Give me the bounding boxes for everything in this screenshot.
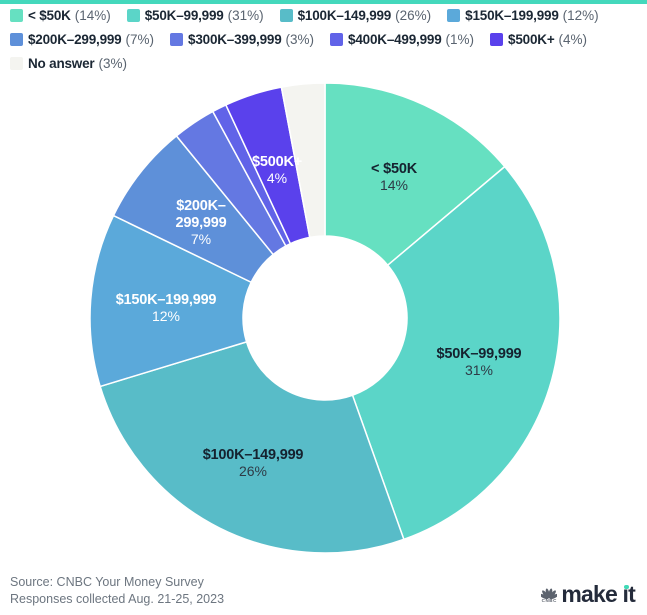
legend-pct-4: (7%) [125,31,155,47]
source-line-2: Responses collected Aug. 21-25, 2023 [10,592,225,606]
top-accent-bar [0,0,647,4]
legend-swatch-5 [170,32,184,46]
slice-label-3-line-0: $150K–199,999 [116,292,217,308]
slice-label-1-line-0: $50K–99,999 [437,346,522,362]
slice-pct-2: 26% [239,463,267,479]
legend-swatch-1 [126,8,140,22]
legend-pct-7: (4%) [558,31,588,47]
legend-pct-5: (3%) [285,31,315,47]
slice-pct-3: 12% [152,308,180,324]
chart-legend: < $50K (14%) $50K–99,999 (31%) $100K–149,999… [10,3,643,75]
legend-row-2: $200K–299,999 (7%) $300K–399,999 (3%) $400K–… [10,27,643,51]
slice-pct-7: 4% [267,170,287,186]
legend-pct-0: (14%) [74,7,111,23]
legend-item-7: $500K+ (4%) [490,32,587,47]
legend-label-3: $150K–199,999 [465,7,559,23]
donut-slice-8 [280,82,326,239]
slice-pct-0: 14% [380,177,408,193]
wordmark-suffix: ıt [622,581,636,607]
wordmark-prefix: make [561,581,617,607]
wordmark-dot [624,584,629,589]
legend-swatch-6 [330,32,344,46]
legend-label-5: $300K–399,999 [188,31,282,47]
donut-slice-0 [324,82,506,266]
legend-swatch-4 [10,32,23,46]
slice-label-0-line-0: < $50K [371,161,418,177]
legend-label-7: $500K+ [508,31,555,47]
nbc-peacock-icon: CNBC [541,587,558,607]
source-line-1: Source: CNBC Your Money Survey [10,575,204,589]
slice-label-4-line-0: $200K– [176,198,226,214]
peacock-glyph [541,587,558,599]
network-label: CNBC [541,597,558,603]
slice-label-7-line-0: $500K+ [252,154,302,170]
legend-label-8: No answer [28,55,95,71]
legend-label-1: $50K–99,999 [144,7,224,23]
legend-pct-1: (31%) [227,7,264,23]
legend-item-1: $50K–99,999 (31%) [126,7,264,23]
legend-swatch-8 [10,56,23,70]
legend-item-5: $300K–399,999 (3%) [170,32,314,47]
legend-row-3: No answer (3%) [10,51,643,75]
legend-pct-6: (1%) [445,31,475,47]
legend-item-4: $200K–299,999 (7%) [10,32,154,47]
legend-swatch-7 [490,32,504,46]
legend-item-0: < $50K (14%) [10,8,111,23]
slice-pct-4: 7% [191,231,211,247]
legend-row-1: < $50K (14%) $50K–99,999 (31%) $100K–149,999… [10,3,643,27]
legend-pct-8: (3%) [98,55,127,71]
cnbc-make-it-logo: CNBC make ıt [541,581,636,607]
donut-slice-1 [351,165,561,541]
legend-swatch-2 [279,8,293,22]
slice-label-2-line-0: $100K–149,999 [203,447,304,463]
legend-pct-2: (26%) [395,7,432,23]
legend-item-3: $150K–199,999 (12%) [447,8,599,23]
legend-label-0: < $50K [28,7,71,23]
legend-label-4: $200K–299,999 [28,31,122,47]
slice-label-4-line-1: 299,999 [175,215,226,231]
legend-item-8: No answer (3%) [10,56,127,71]
legend-label-2: $100K–149,999 [297,7,392,23]
make-it-wordmark: make ıt [561,581,636,607]
legend-swatch-0 [10,8,23,22]
slice-pct-1: 31% [465,362,493,378]
legend-item-6: $400K–499,999 (1%) [330,32,474,47]
legend-swatch-3 [447,8,461,22]
donut-slice-2 [99,341,405,554]
legend-label-6: $400K–499,999 [348,31,442,47]
legend-pct-3: (12%) [562,7,599,23]
donut-slice-3 [89,214,252,388]
legend-item-2: $100K–149,999 (26%) [279,7,432,23]
source-attribution: Source: CNBC Your Money Survey Responses… [10,574,224,608]
